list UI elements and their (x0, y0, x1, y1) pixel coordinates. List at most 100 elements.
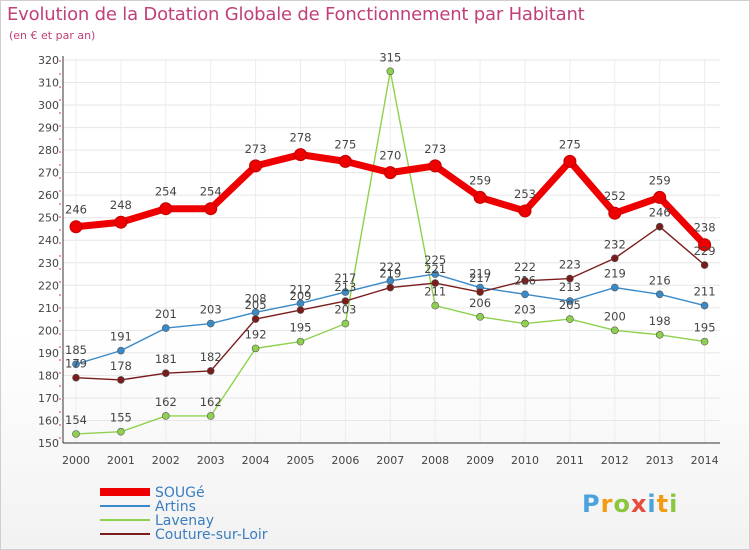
data-point (521, 319, 529, 328)
data-point (566, 297, 574, 305)
data-point (206, 412, 215, 420)
data-point (341, 297, 350, 305)
x-tick-label: 2005 (287, 454, 315, 467)
data-point (296, 306, 305, 314)
data-label: 162 (155, 395, 177, 409)
data-label: 253 (514, 187, 536, 201)
y-tick-label: 190 (38, 347, 59, 360)
data-point (655, 331, 664, 339)
data-point (341, 288, 350, 296)
logo-letter: t (656, 490, 670, 518)
data-point (206, 367, 215, 375)
data-point (72, 373, 80, 382)
data-point (655, 222, 664, 231)
data-point (294, 148, 307, 162)
data-label: 216 (649, 273, 671, 287)
data-point (476, 313, 484, 321)
data-label: 154 (65, 413, 87, 427)
data-point (518, 204, 532, 218)
data-label: 219 (379, 267, 401, 281)
data-label: 182 (200, 350, 222, 364)
data-label: 216 (514, 273, 536, 287)
y-tick-label: 250 (38, 212, 59, 225)
y-tick-label: 320 (38, 54, 59, 67)
y-tick-label: 240 (38, 234, 59, 247)
data-label: 259 (469, 173, 491, 187)
data-point (431, 270, 440, 278)
data-point (338, 154, 352, 168)
data-point (386, 283, 395, 292)
logo-letter: o (613, 490, 631, 518)
data-label: 200 (604, 309, 626, 323)
data-label: 259 (649, 173, 671, 187)
x-tick-label: 2008 (421, 454, 449, 467)
y-tick-label: 220 (38, 279, 59, 292)
data-label: 217 (469, 271, 491, 285)
data-label: 205 (559, 298, 581, 312)
data-point (698, 238, 712, 252)
data-label: 221 (424, 262, 446, 276)
data-point (114, 215, 128, 229)
data-point (563, 154, 577, 168)
data-label: 278 (290, 131, 312, 145)
data-label: 206 (469, 296, 491, 310)
data-label: 198 (649, 314, 671, 328)
logo-letter: x (630, 490, 648, 518)
data-point (206, 319, 215, 328)
chart-title: Evolution de la Dotation Globale de Fonc… (7, 4, 585, 25)
x-tick-label: 2004 (242, 454, 270, 467)
data-label: 195 (290, 321, 312, 335)
data-point (431, 279, 440, 287)
data-point (431, 301, 440, 310)
x-tick-label: 2010 (511, 454, 539, 467)
y-tick-label: 300 (38, 99, 59, 112)
data-point (473, 190, 487, 204)
data-label: 181 (155, 352, 177, 366)
data-label: 222 (379, 260, 401, 274)
data-label: 155 (110, 411, 132, 425)
data-point (700, 301, 709, 310)
data-label: 219 (604, 267, 626, 281)
legend-label: Artins (155, 499, 196, 515)
y-tick-label: 270 (38, 167, 59, 180)
x-tick-label: 2007 (376, 454, 404, 467)
logo-letter: r (600, 490, 614, 518)
data-label: 185 (65, 343, 87, 357)
x-tick-label: 2002 (152, 454, 180, 467)
data-point (204, 202, 218, 216)
data-point (653, 190, 667, 204)
data-point (700, 261, 709, 269)
data-label: 162 (200, 395, 222, 409)
y-tick-label: 160 (38, 414, 59, 427)
data-point (117, 427, 125, 436)
logo-letter: P (582, 490, 601, 518)
x-tick-label: 2001 (107, 454, 135, 467)
legend-label: SOUGé (155, 485, 205, 501)
data-label: 179 (65, 357, 87, 371)
data-point (610, 283, 619, 292)
data-point (162, 412, 170, 420)
logo-letter: i (647, 490, 657, 518)
data-label: 232 (604, 237, 626, 251)
data-label: 213 (559, 280, 581, 294)
data-label: 219 (469, 267, 491, 281)
data-label: 213 (334, 280, 356, 294)
data-label: 225 (424, 253, 446, 267)
x-tick-label: 2012 (601, 454, 629, 467)
data-point (251, 315, 260, 323)
data-point (296, 337, 305, 346)
data-label: 252 (604, 189, 626, 203)
data-label: 195 (694, 321, 716, 335)
data-point (159, 202, 173, 216)
data-point (251, 344, 260, 353)
data-label: 211 (694, 285, 716, 299)
logo-letter: i (669, 490, 679, 518)
y-tick-label: 150 (38, 437, 59, 450)
data-point (383, 166, 397, 180)
data-label: 229 (694, 244, 716, 258)
data-point (521, 276, 529, 285)
data-point (386, 67, 395, 76)
data-label: 275 (559, 137, 581, 151)
data-point (249, 159, 263, 173)
data-point (566, 274, 574, 283)
